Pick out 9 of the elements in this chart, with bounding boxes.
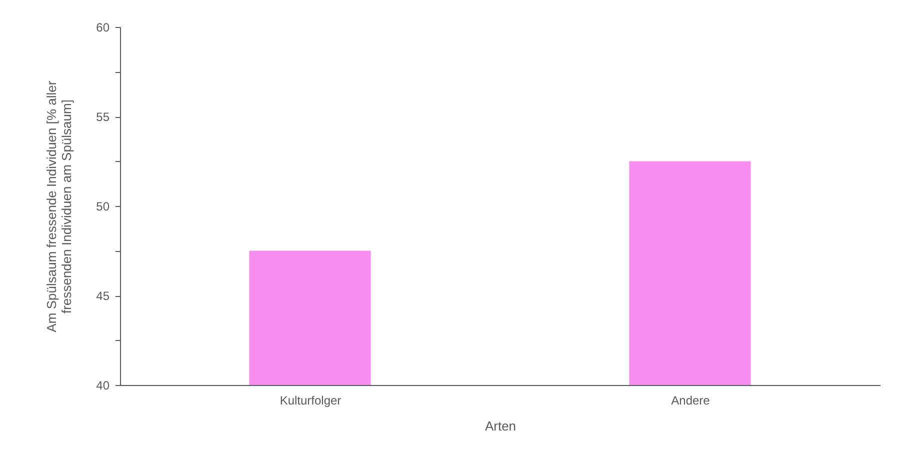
y-tick-label: 60	[96, 20, 110, 34]
y-tick-label: 40	[96, 378, 110, 392]
y-tick-label: 45	[96, 289, 110, 303]
x-axis-title: Arten	[484, 418, 516, 434]
y-tick-label: 55	[96, 110, 110, 124]
y-axis-title: Am Spülsaum fressende Individuen [% aller fressenden Individuen am Spülsaum]	[44, 80, 74, 332]
x-tick-label: Andere	[671, 394, 710, 408]
y-tick-label: 50	[96, 200, 110, 214]
x-tick-label: Kulturfolger	[280, 394, 342, 408]
